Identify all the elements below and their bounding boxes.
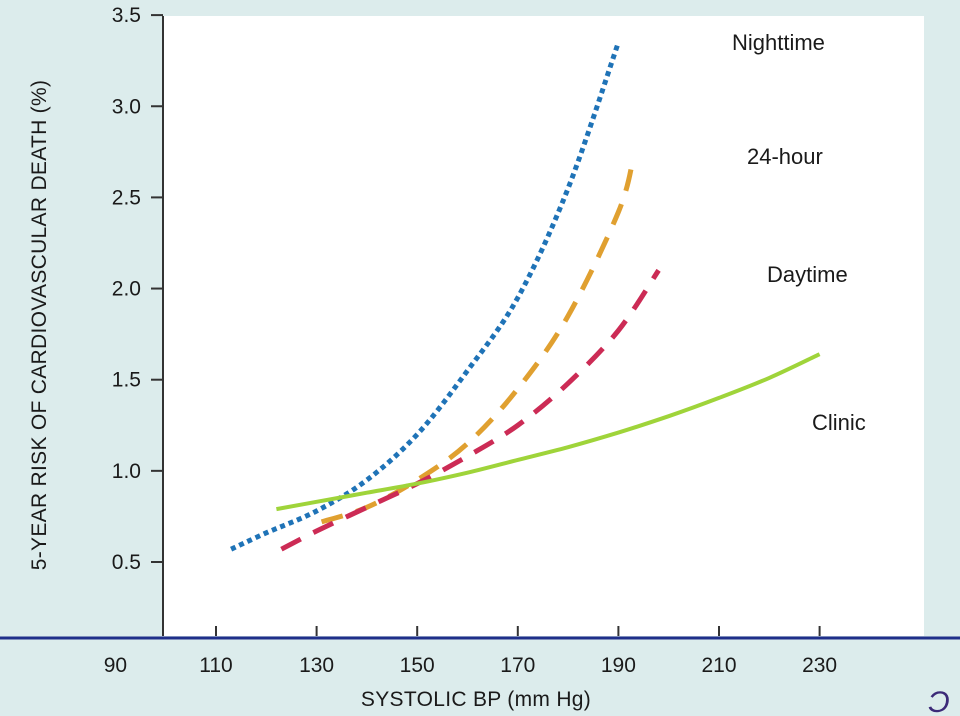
y-tick-label: 0.5 [112, 551, 141, 574]
series-line-clinic [276, 352, 821, 512]
series-line-nighttime [230, 41, 621, 552]
y-tick-label: 2.0 [112, 278, 141, 301]
series-label-24-hour: 24-hour [747, 144, 823, 169]
series-label-nighttime: Nighttime [732, 30, 825, 55]
y-axis: 0.5 1.0 1.5 2.0 2.5 3.0 3.5 [112, 4, 164, 636]
x-tick-label: 170 [500, 654, 535, 677]
x-tick-label: 230 [802, 654, 837, 677]
y-tick-label: 1.5 [112, 369, 141, 392]
x-axis: 90 110 130 150 170 190 210 230 [0, 626, 960, 677]
corner-mark: Ɔ [928, 686, 950, 716]
x-tick-label: 130 [299, 654, 334, 677]
x-tick-label: 210 [701, 654, 736, 677]
x-tick-label: 110 [199, 654, 232, 677]
plot-area [163, 16, 924, 636]
y-tick-label: 2.5 [112, 186, 141, 209]
y-axis-title: 5-YEAR RISK OF CARDIOVASCULAR DEATH (%) [28, 80, 51, 571]
x-tick-label: 190 [601, 654, 636, 677]
y-tick-label: 3.0 [112, 95, 141, 118]
x-tick-label: 150 [400, 654, 435, 677]
series-label-clinic: Clinic [812, 410, 866, 435]
x-tick-label: 90 [104, 654, 127, 677]
series-label-daytime: Daytime [767, 262, 848, 287]
series-line-24-hour [320, 156, 636, 525]
y-tick-label: 3.5 [112, 4, 141, 27]
series-layer [230, 41, 821, 552]
y-tick-label: 1.0 [112, 460, 141, 483]
x-axis-title: SYSTOLIC BP (mm Hg) [361, 688, 591, 711]
series-labels: Nighttime 24-hour Daytime Clinic [732, 30, 866, 435]
